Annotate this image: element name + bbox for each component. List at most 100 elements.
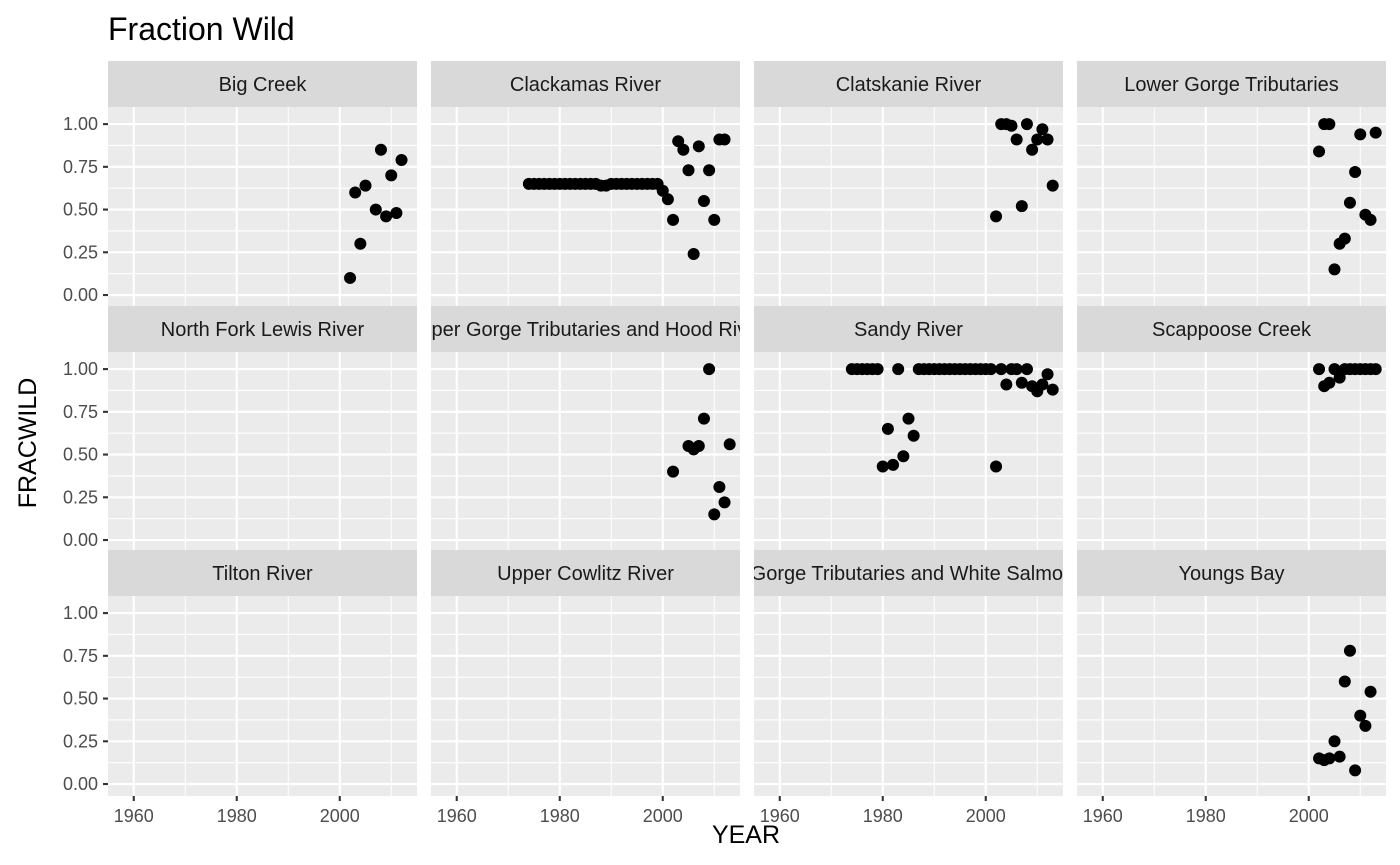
data-point bbox=[1020, 118, 1033, 131]
facet-panel: Clatskanie River bbox=[754, 61, 1063, 307]
facet-label: North Fork Lewis River bbox=[161, 319, 365, 341]
facet-strip bbox=[431, 61, 740, 107]
y-tick-label: 0.50 bbox=[63, 689, 98, 709]
x-tick-label: 1980 bbox=[217, 806, 257, 826]
facet-panel: Big Creek 0.00 0.25 0.50 0.75 1.00 bbox=[63, 61, 417, 307]
facet-strip bbox=[754, 550, 1063, 596]
y-tick-label: 0.75 bbox=[63, 402, 98, 422]
data-point bbox=[1343, 644, 1356, 657]
data-point bbox=[380, 210, 393, 223]
data-point bbox=[1323, 376, 1336, 389]
data-point bbox=[1364, 685, 1377, 698]
panel-background bbox=[108, 596, 417, 796]
data-point bbox=[1015, 376, 1028, 389]
data-point bbox=[1313, 363, 1326, 376]
data-point bbox=[1349, 764, 1362, 777]
facet-label: Big Creek bbox=[219, 74, 308, 96]
data-point bbox=[902, 412, 915, 425]
data-point bbox=[1010, 133, 1023, 146]
data-point bbox=[1036, 378, 1049, 391]
y-tick-label: 0.25 bbox=[63, 731, 98, 751]
facet-strip bbox=[754, 306, 1063, 352]
facet-strip bbox=[754, 61, 1063, 107]
facet-label: Lower Gorge Tributaries bbox=[1124, 74, 1339, 96]
data-point bbox=[1020, 363, 1033, 376]
x-tick-label: 1960 bbox=[437, 806, 477, 826]
data-point bbox=[395, 153, 408, 166]
facet-panel: Upper Gorge Tributaries and Hood River bbox=[406, 306, 765, 552]
data-point bbox=[1005, 119, 1018, 132]
data-point bbox=[1354, 709, 1367, 722]
data-point bbox=[1333, 750, 1346, 763]
panel-background bbox=[1077, 107, 1386, 307]
facet-label: Upper Gorge Tributaries and Hood River bbox=[406, 319, 765, 341]
data-point bbox=[892, 363, 905, 376]
panel-background bbox=[431, 107, 740, 307]
data-point bbox=[359, 179, 372, 192]
facet-label: Tilton River bbox=[212, 563, 313, 585]
data-point bbox=[385, 169, 398, 182]
data-point bbox=[1328, 735, 1341, 748]
data-point bbox=[1323, 118, 1336, 131]
data-point bbox=[1349, 165, 1362, 178]
facet-strip bbox=[108, 550, 417, 596]
data-point bbox=[1343, 196, 1356, 209]
x-tick-label: 1960 bbox=[760, 806, 800, 826]
data-point bbox=[692, 140, 705, 153]
data-point bbox=[1369, 126, 1382, 139]
facet-strip bbox=[431, 550, 740, 596]
x-tick-label: 2000 bbox=[643, 806, 683, 826]
data-point bbox=[1015, 200, 1028, 213]
facet-strip bbox=[1077, 61, 1386, 107]
data-point bbox=[887, 458, 900, 471]
data-point bbox=[682, 164, 695, 177]
data-point bbox=[1041, 133, 1054, 146]
data-point bbox=[349, 186, 362, 199]
data-point bbox=[907, 429, 920, 442]
facet-panel: North Fork Lewis River 0.00 0.25 0.50 0.75 1.… bbox=[63, 306, 417, 552]
y-tick-label: 0.25 bbox=[63, 487, 98, 507]
data-point bbox=[897, 450, 910, 463]
data-point bbox=[708, 508, 721, 521]
data-point bbox=[667, 213, 680, 226]
data-point bbox=[1046, 179, 1059, 192]
y-tick-label: 0.50 bbox=[63, 200, 98, 220]
facet-panel: Clackamas River bbox=[431, 61, 740, 307]
facet-panel: Scappoose Creek bbox=[1077, 306, 1386, 552]
facet-panel: Lower Gorge Tributaries bbox=[1077, 61, 1386, 307]
facet-label: Sandy River bbox=[854, 319, 963, 341]
x-tick-label: 2000 bbox=[320, 806, 360, 826]
y-tick-label: 0.75 bbox=[63, 157, 98, 177]
data-point bbox=[687, 248, 700, 261]
data-point bbox=[1010, 363, 1023, 376]
x-tick-label: 2000 bbox=[1289, 806, 1329, 826]
data-point bbox=[990, 460, 1003, 473]
data-point bbox=[1338, 232, 1351, 245]
data-point bbox=[1041, 368, 1054, 381]
x-tick-label: 1980 bbox=[1186, 806, 1226, 826]
y-tick-label: 1.00 bbox=[63, 603, 98, 623]
facet-label: Upper Gorge Tributaries and White Salmon… bbox=[691, 563, 1127, 585]
panel-background bbox=[108, 352, 417, 552]
facet-panel: Tilton River 0.00 0.25 0.50 0.75 1.00 1960 1980… bbox=[63, 550, 417, 826]
data-point bbox=[667, 465, 680, 478]
data-point bbox=[1323, 752, 1336, 765]
data-point bbox=[1031, 133, 1044, 146]
facet-strip bbox=[108, 306, 417, 352]
data-point bbox=[718, 133, 731, 146]
data-point bbox=[692, 440, 705, 453]
y-tick-label: 1.00 bbox=[63, 359, 98, 379]
facet-strip bbox=[108, 61, 417, 107]
x-tick-label: 1960 bbox=[114, 806, 154, 826]
y-tick-label: 0.50 bbox=[63, 445, 98, 465]
data-point bbox=[1354, 128, 1367, 141]
data-point bbox=[677, 143, 690, 156]
x-tick-label: 1980 bbox=[863, 806, 903, 826]
y-tick-label: 0.00 bbox=[63, 774, 98, 794]
data-point bbox=[995, 363, 1008, 376]
facet-label: Clackamas River bbox=[510, 74, 661, 96]
data-point bbox=[374, 143, 387, 156]
y-tick-label: 0.00 bbox=[63, 285, 98, 305]
data-point bbox=[661, 193, 674, 206]
data-point bbox=[1359, 719, 1372, 732]
